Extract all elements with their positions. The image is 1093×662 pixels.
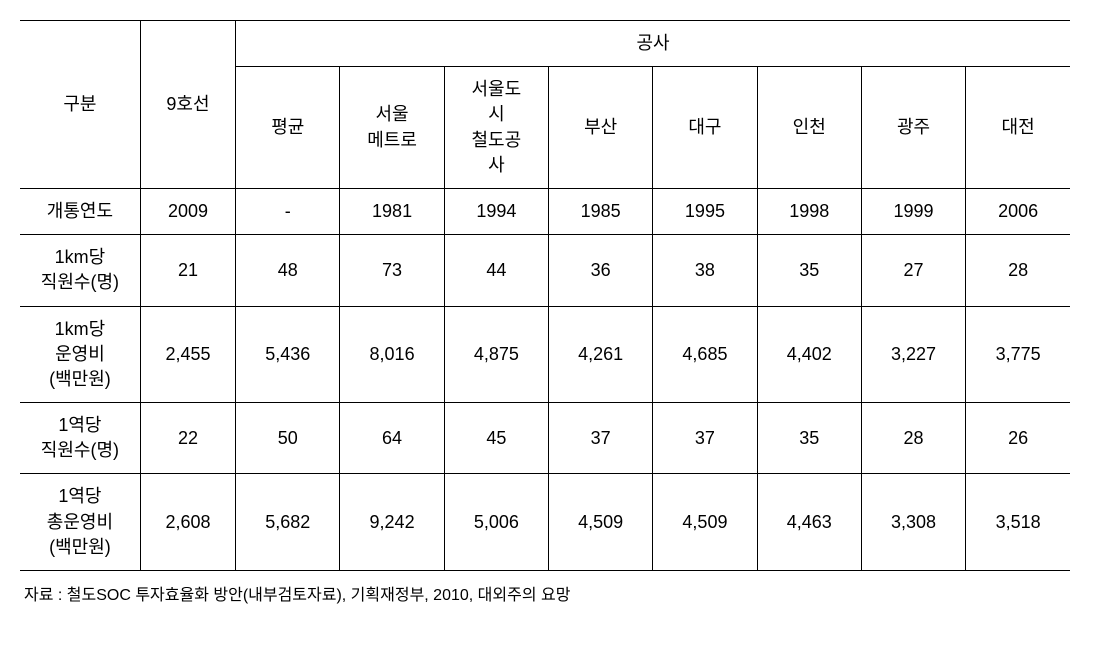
cell-value: 4,509 xyxy=(549,474,653,571)
cell-value: 5,006 xyxy=(444,474,548,571)
cell-line9: 2,608 xyxy=(140,474,235,571)
cell-value: 1995 xyxy=(653,188,757,234)
cell-value: 27 xyxy=(861,235,965,306)
cell-value: 64 xyxy=(340,403,444,474)
header-line9: 9호선 xyxy=(140,21,235,189)
cell-value: 73 xyxy=(340,235,444,306)
cell-value: 26 xyxy=(966,403,1070,474)
header-col-gwangju: 광주 xyxy=(861,67,965,189)
cell-value: 3,518 xyxy=(966,474,1070,571)
row-label: 1역당총운영비(백만원) xyxy=(20,474,140,571)
row-label: 개통연도 xyxy=(20,188,140,234)
cell-value: 45 xyxy=(444,403,548,474)
table-row: 1역당총운영비(백만원)2,6085,6829,2425,0064,5094,5… xyxy=(20,474,1070,571)
header-col-busan: 부산 xyxy=(549,67,653,189)
cell-value: 44 xyxy=(444,235,548,306)
header-col-seoul-city-rail: 서울도시철도공사 xyxy=(444,67,548,189)
table-row: 개통연도2009-1981199419851995199819992006 xyxy=(20,188,1070,234)
cell-value: - xyxy=(236,188,340,234)
header-corp-group: 공사 xyxy=(236,21,1070,67)
comparison-table: 구분 9호선 공사 평균 서울메트로 서울도시철도공사 부산 대구 인천 광주 … xyxy=(20,20,1070,571)
row-label: 1km당직원수(명) xyxy=(20,235,140,306)
table-row: 1역당직원수(명)225064453737352826 xyxy=(20,403,1070,474)
cell-value: 28 xyxy=(861,403,965,474)
cell-line9: 21 xyxy=(140,235,235,306)
header-col-daejeon: 대전 xyxy=(966,67,1070,189)
header-col-incheon: 인천 xyxy=(757,67,861,189)
cell-value: 2006 xyxy=(966,188,1070,234)
cell-value: 48 xyxy=(236,235,340,306)
cell-line9: 22 xyxy=(140,403,235,474)
cell-value: 38 xyxy=(653,235,757,306)
cell-value: 37 xyxy=(653,403,757,474)
cell-value: 9,242 xyxy=(340,474,444,571)
cell-value: 8,016 xyxy=(340,306,444,403)
cell-value: 4,402 xyxy=(757,306,861,403)
cell-value: 3,775 xyxy=(966,306,1070,403)
row-label: 1km당운영비(백만원) xyxy=(20,306,140,403)
cell-value: 1998 xyxy=(757,188,861,234)
table-row: 1km당운영비(백만원)2,4555,4368,0164,8754,2614,6… xyxy=(20,306,1070,403)
cell-value: 1994 xyxy=(444,188,548,234)
cell-value: 37 xyxy=(549,403,653,474)
cell-value: 5,682 xyxy=(236,474,340,571)
cell-value: 50 xyxy=(236,403,340,474)
cell-value: 3,227 xyxy=(861,306,965,403)
cell-value: 1985 xyxy=(549,188,653,234)
row-label: 1역당직원수(명) xyxy=(20,403,140,474)
header-col-avg: 평균 xyxy=(236,67,340,189)
cell-value: 4,509 xyxy=(653,474,757,571)
cell-value: 4,261 xyxy=(549,306,653,403)
table-header: 구분 9호선 공사 평균 서울메트로 서울도시철도공사 부산 대구 인천 광주 … xyxy=(20,21,1070,189)
cell-value: 36 xyxy=(549,235,653,306)
header-col-seoul-metro: 서울메트로 xyxy=(340,67,444,189)
cell-value: 35 xyxy=(757,403,861,474)
cell-line9: 2,455 xyxy=(140,306,235,403)
cell-value: 4,463 xyxy=(757,474,861,571)
cell-value: 35 xyxy=(757,235,861,306)
table-footnote: 자료 : 철도SOC 투자효율화 방안(내부검토자료), 기획재정부, 2010… xyxy=(20,581,1073,605)
cell-value: 3,308 xyxy=(861,474,965,571)
cell-value: 1981 xyxy=(340,188,444,234)
cell-value: 4,875 xyxy=(444,306,548,403)
cell-value: 5,436 xyxy=(236,306,340,403)
table-body: 개통연도2009-19811994198519951998199920061km… xyxy=(20,188,1070,570)
cell-value: 28 xyxy=(966,235,1070,306)
table-row: 1km당직원수(명)214873443638352728 xyxy=(20,235,1070,306)
header-col-daegu: 대구 xyxy=(653,67,757,189)
cell-value: 1999 xyxy=(861,188,965,234)
cell-value: 4,685 xyxy=(653,306,757,403)
cell-line9: 2009 xyxy=(140,188,235,234)
header-category: 구분 xyxy=(20,21,140,189)
